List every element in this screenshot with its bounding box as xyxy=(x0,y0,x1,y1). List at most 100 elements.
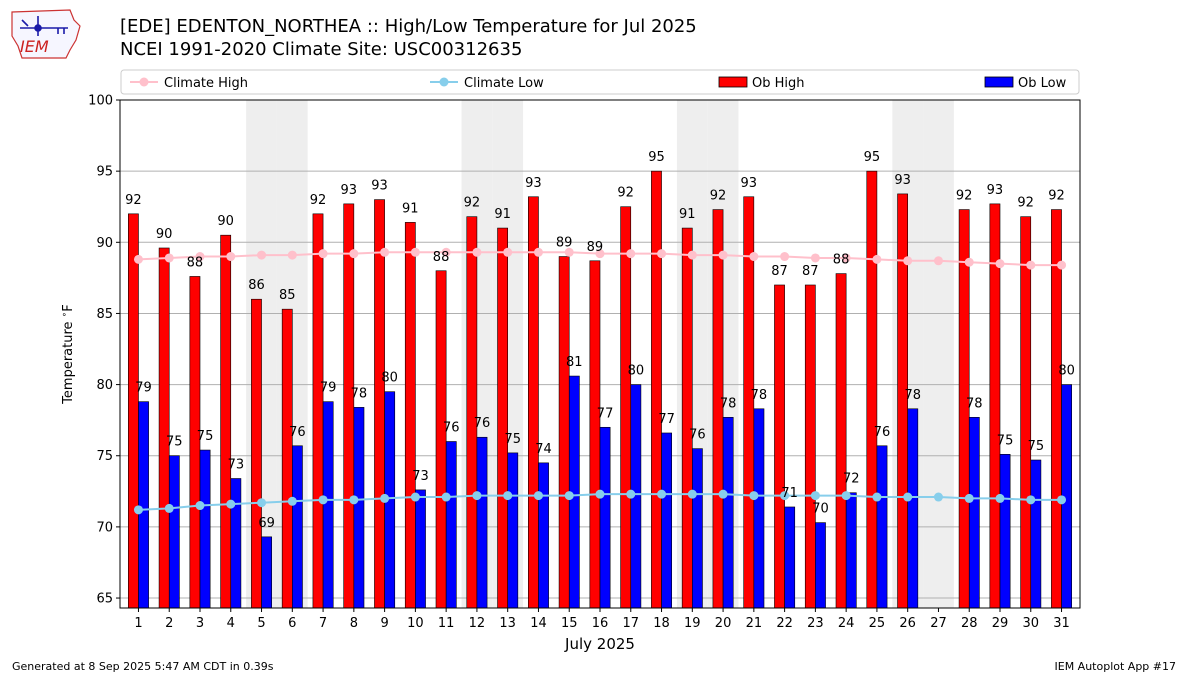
climate-high-point xyxy=(564,247,574,257)
ob-high-bar xyxy=(343,203,355,609)
climate-high-point xyxy=(472,247,482,257)
ob-high-label: 93 xyxy=(987,183,1004,198)
ob-high-bar xyxy=(251,298,262,609)
ob-high-bar xyxy=(220,234,232,609)
climate-low-point xyxy=(410,492,420,502)
ob-high-label: 91 xyxy=(494,207,511,222)
x-tick-label: 2 xyxy=(165,616,173,631)
ob-low-label: 79 xyxy=(135,381,152,396)
legend-swatch-bar xyxy=(984,76,1014,88)
ob-low-bar xyxy=(507,452,519,609)
ob-low-bar xyxy=(261,536,272,609)
climate-low-point xyxy=(780,491,790,501)
legend-label: Climate Low xyxy=(464,76,544,91)
x-tick-label: 1 xyxy=(134,616,142,631)
ob-low-bar xyxy=(784,506,796,609)
ob-low-bar xyxy=(415,489,426,609)
ob-low-bar xyxy=(753,408,765,609)
x-tick-label: 10 xyxy=(407,616,424,631)
ob-low-bar xyxy=(199,449,211,609)
ob-high-bar xyxy=(466,216,478,609)
ob-low-bar xyxy=(815,522,826,609)
ob-high-bar xyxy=(528,196,539,609)
climate-low-point xyxy=(903,492,913,502)
y-tick-label: 85 xyxy=(96,307,113,322)
ob-low-bar xyxy=(1030,459,1042,609)
x-tick-label: 20 xyxy=(715,616,732,631)
climate-low-point xyxy=(657,489,667,499)
y-tick-label: 90 xyxy=(96,236,113,251)
ob-high-label: 91 xyxy=(679,207,696,222)
generated-timestamp: Generated at 8 Sep 2025 5:47 AM CDT in 0… xyxy=(12,660,274,673)
ob-low-bar xyxy=(999,454,1011,609)
x-tick-label: 15 xyxy=(561,616,578,631)
ob-low-label: 80 xyxy=(381,371,398,386)
climate-high-point xyxy=(441,247,451,257)
y-tick-label: 100 xyxy=(88,94,113,109)
x-tick-label: 25 xyxy=(869,616,886,631)
ob-high-label: 93 xyxy=(371,179,388,194)
ob-low-bar xyxy=(661,432,672,609)
x-tick-label: 11 xyxy=(438,616,455,631)
climate-low-point xyxy=(503,491,513,501)
ob-low-bar xyxy=(722,417,734,609)
ob-high-bar xyxy=(1051,209,1062,609)
x-tick-label: 3 xyxy=(196,616,204,631)
climate-low-point xyxy=(1026,495,1036,505)
ob-high-label: 87 xyxy=(802,264,819,279)
ob-high-bar xyxy=(620,206,632,609)
climate-high-point xyxy=(687,250,697,260)
climate-high-point xyxy=(626,249,636,259)
legend-label: Ob Low xyxy=(1018,76,1067,91)
x-tick-label: 14 xyxy=(530,616,547,631)
bar-value-labels: 92 79 90 75 88 75 90 73 86 69 85 76 92 79 93 78 93 80 91 73… xyxy=(125,150,1075,531)
legend-label: Ob High xyxy=(752,76,805,91)
ob-high-label: 93 xyxy=(740,176,757,191)
ob-high-bar xyxy=(128,213,139,609)
ob-low-label: 80 xyxy=(1058,364,1075,379)
y-tick-label: 75 xyxy=(96,449,113,464)
ob-low-label: 71 xyxy=(781,486,798,501)
y-axis-label: Temperature ∘F xyxy=(60,304,76,405)
ob-low-label: 76 xyxy=(474,416,491,431)
x-tick-label: 21 xyxy=(746,616,763,631)
chart-title: [EDE] EDENTON_NORTHEA :: High/Low Temper… xyxy=(120,16,697,37)
ob-high-bar xyxy=(497,227,508,609)
iowa-outline xyxy=(11,9,81,59)
ob-high-label: 87 xyxy=(771,264,788,279)
x-tick-label: 22 xyxy=(776,616,793,631)
ob-high-label: 92 xyxy=(464,196,481,211)
ob-low-bar xyxy=(322,401,334,609)
ob-low-label: 78 xyxy=(966,396,983,411)
x-tick-label: 5 xyxy=(257,616,265,631)
climate-low-point xyxy=(380,493,390,503)
x-tick-label: 23 xyxy=(807,616,824,631)
ob-low-bar xyxy=(845,492,857,609)
legend: Climate High Climate Low Ob High Ob Low xyxy=(120,69,1080,95)
ob-high-bar xyxy=(681,227,693,609)
ob-low-label: 72 xyxy=(843,472,860,487)
ob-high-label: 85 xyxy=(279,288,296,303)
ob-low-label: 73 xyxy=(228,458,245,473)
ob-high-label: 90 xyxy=(217,214,234,229)
climate-high-point xyxy=(903,256,913,266)
ob-low-bar xyxy=(907,408,919,609)
ob-low-bar xyxy=(138,401,149,609)
climate-high-point xyxy=(810,253,820,263)
weekend-shade xyxy=(923,100,954,608)
ob-low-label: 77 xyxy=(658,412,675,427)
climate-low-point xyxy=(164,503,174,513)
ob-high-bar xyxy=(158,247,170,609)
ob-high-label: 89 xyxy=(587,240,604,255)
ob-high-label: 93 xyxy=(894,173,911,188)
ob-low-label: 69 xyxy=(258,516,275,531)
climate-high-point xyxy=(133,254,143,264)
ob-low-label: 70 xyxy=(812,502,829,517)
ob-high-bar xyxy=(435,270,447,609)
climate-low-point xyxy=(564,491,574,501)
climate-high-point xyxy=(964,257,974,267)
climate-lines xyxy=(133,247,1067,515)
climate-high-point xyxy=(195,252,205,262)
ob-high-bar xyxy=(404,222,416,609)
